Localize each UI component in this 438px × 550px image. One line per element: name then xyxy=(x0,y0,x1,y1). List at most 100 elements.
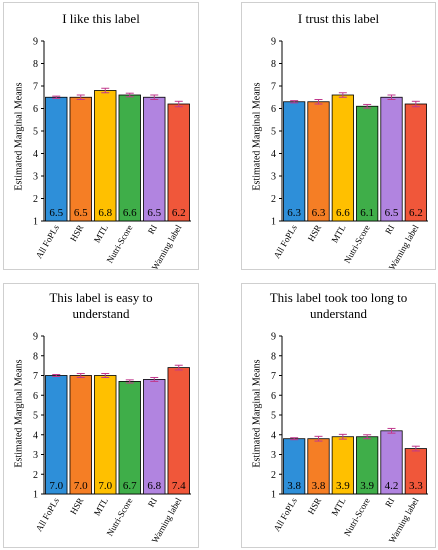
y-tick-label: 4 xyxy=(271,430,276,441)
data-label: 6.5 xyxy=(147,207,161,219)
data-label: 6.2 xyxy=(409,207,423,219)
data-label: 6.5 xyxy=(74,207,88,219)
bar xyxy=(69,96,92,222)
x-tick-label: RI xyxy=(146,496,159,509)
data-label: 4.2 xyxy=(385,480,399,492)
data-label: 7.0 xyxy=(49,480,63,492)
bar xyxy=(380,96,403,222)
x-tick-label: RI xyxy=(146,223,159,236)
data-label: 6.8 xyxy=(98,207,112,219)
y-tick-label: 3 xyxy=(271,172,276,183)
data-label: 7.0 xyxy=(98,480,112,492)
data-label: 6.6 xyxy=(336,207,350,219)
bar xyxy=(94,90,117,222)
chart-title: I trust this label xyxy=(297,11,380,26)
y-tick-label: 1 xyxy=(271,217,276,228)
bar xyxy=(143,96,166,222)
x-tick-label: HSR xyxy=(68,496,85,516)
y-tick-label: 7 xyxy=(271,371,276,382)
data-label: 6.8 xyxy=(147,480,161,492)
x-tick-label: HSR xyxy=(306,496,323,516)
data-label: 7.0 xyxy=(74,480,88,492)
y-tick-label: 7 xyxy=(33,371,38,382)
y-tick-label: 9 xyxy=(271,37,276,48)
bar xyxy=(94,375,117,495)
bar xyxy=(143,379,166,495)
y-tick-label: 9 xyxy=(33,332,38,343)
x-tick-label: All FoPLs xyxy=(34,496,62,534)
bar xyxy=(118,381,141,495)
x-tick-label: HSR xyxy=(68,223,85,243)
x-tick-label: MTL xyxy=(329,496,347,517)
chart-panel-like: I like this label Estimated Marginal Mea… xyxy=(3,2,199,271)
y-tick-label: 7 xyxy=(271,82,276,93)
bar xyxy=(69,375,92,495)
y-tick-label: 2 xyxy=(33,194,38,205)
bar xyxy=(404,103,427,222)
data-label: 6.3 xyxy=(287,207,301,219)
y-tick-label: 8 xyxy=(33,351,38,362)
data-label: 3.9 xyxy=(336,480,350,492)
y-tick-label: 8 xyxy=(33,59,38,70)
chart-panel-trust: I trust this label Estimated Marginal Me… xyxy=(241,2,436,271)
bar xyxy=(167,103,190,222)
x-tick-label: MTL xyxy=(92,496,110,517)
y-tick-label: 3 xyxy=(33,172,38,183)
y-tick-label: 8 xyxy=(271,351,276,362)
y-tick-label: 6 xyxy=(271,391,276,402)
y-tick-label: 7 xyxy=(33,82,38,93)
y-tick-label: 1 xyxy=(33,490,38,501)
data-label: 6.5 xyxy=(49,207,63,219)
x-tick-label: MTL xyxy=(329,223,347,244)
bar xyxy=(307,101,330,222)
y-tick-label: 2 xyxy=(271,194,276,205)
y-tick-label: 4 xyxy=(33,430,38,441)
y-tick-label: 5 xyxy=(33,127,38,138)
data-label: 6.3 xyxy=(312,207,326,219)
y-tick-label: 9 xyxy=(33,37,38,48)
y-tick-label: 6 xyxy=(33,391,38,402)
y-tick-label: 2 xyxy=(271,470,276,481)
bar xyxy=(45,375,68,495)
y-tick-label: 6 xyxy=(271,104,276,115)
data-label: 7.4 xyxy=(172,480,186,492)
y-tick-label: 1 xyxy=(271,490,276,501)
chart-title: This label took too long to understand xyxy=(269,290,408,321)
x-tick-label: All FoPLs xyxy=(34,223,62,261)
y-tick-label: 5 xyxy=(271,411,276,422)
y-tick-label: 5 xyxy=(33,411,38,422)
y-tick-label: 9 xyxy=(271,332,276,343)
data-label: 6.5 xyxy=(385,207,399,219)
bar xyxy=(45,96,68,222)
y-tick-label: 8 xyxy=(271,59,276,70)
bar xyxy=(118,94,141,222)
bar xyxy=(283,101,306,222)
chart-title: I like this label xyxy=(62,11,140,26)
y-tick-label: 6 xyxy=(33,104,38,115)
x-tick-label: HSR xyxy=(306,223,323,243)
data-label: 3.9 xyxy=(360,480,374,492)
chart-panel-easy: This label is easy to understand Estimat… xyxy=(3,283,199,548)
x-tick-label: All FoPLs xyxy=(272,496,300,534)
x-tick-label: MTL xyxy=(92,223,110,244)
x-tick-label: RI xyxy=(383,496,396,509)
x-tick-label: All FoPLs xyxy=(272,223,300,261)
data-label: 6.2 xyxy=(172,207,186,219)
y-tick-label: 1 xyxy=(33,217,38,228)
y-tick-label: 2 xyxy=(33,470,38,481)
y-tick-label: 4 xyxy=(33,149,38,160)
bar xyxy=(167,367,190,495)
bar xyxy=(356,105,379,222)
data-label: 3.8 xyxy=(312,480,326,492)
chart-title: This label is easy to understand xyxy=(49,290,153,321)
data-label: 6.6 xyxy=(123,207,137,219)
data-label: 3.8 xyxy=(287,480,301,492)
y-tick-label: 5 xyxy=(271,127,276,138)
chart-panel-too-long: This label took too long to understand E… xyxy=(241,283,436,548)
data-label: 3.3 xyxy=(409,480,423,492)
y-tick-label: 4 xyxy=(271,149,276,160)
